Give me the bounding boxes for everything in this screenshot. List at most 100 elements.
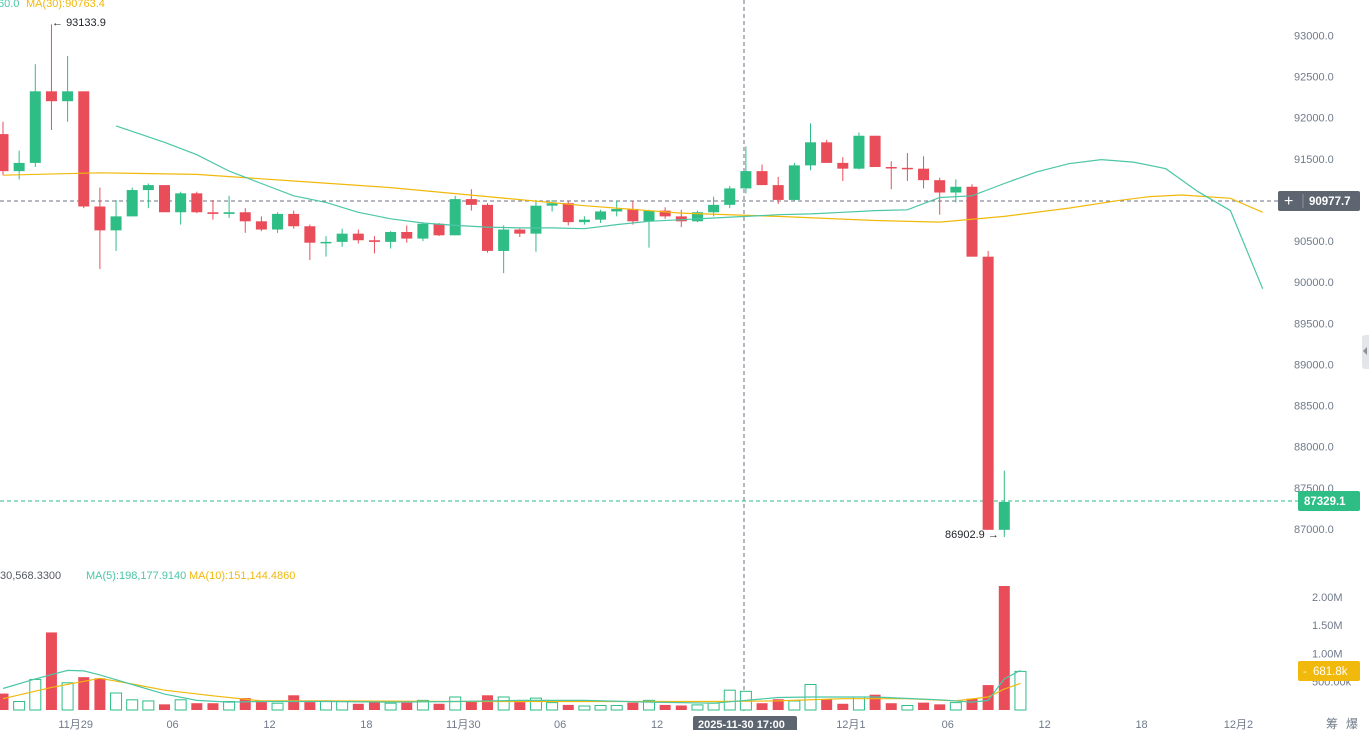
chip-distribution-button[interactable]: 筹 [1326, 717, 1338, 731]
side-panel-toggle[interactable] [1362, 335, 1369, 369]
candlestick[interactable] [433, 222, 445, 237]
time-tick-label: 12月2 [1224, 719, 1253, 730]
candlestick[interactable] [175, 191, 187, 225]
candlestick[interactable] [29, 64, 41, 168]
candlestick[interactable] [643, 209, 655, 248]
candle-body [78, 91, 90, 207]
candlestick[interactable] [853, 132, 865, 170]
candlestick[interactable] [708, 196, 720, 217]
last-price-value: 87329.1 [1304, 496, 1346, 508]
candlestick[interactable] [110, 199, 122, 251]
candlestick[interactable] [272, 212, 284, 233]
candlestick[interactable] [207, 199, 219, 220]
candlestick[interactable] [724, 185, 736, 209]
candlestick[interactable] [562, 201, 574, 226]
candlestick[interactable] [45, 24, 57, 130]
low-price-value: 86902.9 [945, 529, 985, 541]
candlestick[interactable] [62, 55, 74, 122]
candlestick[interactable] [191, 191, 203, 214]
candlestick[interactable] [514, 228, 526, 237]
candle-body [643, 210, 655, 222]
volume-bar [998, 586, 1010, 710]
candlestick[interactable] [837, 157, 849, 181]
candlestick[interactable] [94, 187, 106, 270]
candle-body [465, 199, 477, 205]
candlestick[interactable] [498, 225, 510, 274]
candlestick[interactable] [821, 139, 833, 163]
candlestick[interactable] [352, 229, 364, 244]
candle-body [821, 142, 833, 163]
candlestick[interactable] [530, 199, 542, 252]
candle-body [401, 232, 413, 239]
candlestick[interactable] [0, 121, 9, 176]
candlestick[interactable] [288, 210, 300, 229]
candlestick[interactable] [740, 146, 752, 194]
candlestick[interactable] [417, 222, 429, 242]
candlestick[interactable] [982, 250, 994, 530]
candlestick[interactable] [578, 216, 590, 225]
candlestick[interactable] [885, 161, 897, 190]
candlestick[interactable] [595, 209, 607, 223]
candle-body [659, 210, 671, 217]
candlestick[interactable] [255, 216, 267, 232]
volume-last-marker: - [1303, 666, 1307, 678]
candlestick[interactable] [659, 207, 671, 219]
candle-body [982, 256, 994, 530]
candlestick[interactable] [934, 177, 946, 215]
volume-bar [918, 702, 930, 710]
last-price-tag [1298, 491, 1360, 511]
candlestick[interactable] [126, 187, 138, 217]
candlestick[interactable] [772, 176, 784, 205]
candlestick[interactable] [304, 224, 316, 260]
candlestick[interactable] [966, 184, 978, 257]
candlestick[interactable] [627, 201, 639, 225]
candlestick[interactable] [223, 195, 235, 219]
volume-last-tag [1298, 661, 1360, 681]
candlestick[interactable] [449, 195, 461, 236]
candlestick[interactable] [546, 199, 558, 212]
candlestick[interactable] [869, 135, 881, 168]
volume-bar [433, 703, 445, 710]
time-tick-label: 06 [554, 719, 566, 730]
crosshair-plus-icon[interactable]: + [1284, 193, 1293, 210]
candlestick[interactable] [465, 189, 477, 211]
volume-bar [239, 698, 251, 710]
candle-body [94, 206, 106, 231]
candlestick[interactable] [901, 153, 913, 181]
candle-body [142, 185, 154, 191]
candlestick[interactable] [918, 156, 930, 189]
candlestick[interactable] [239, 208, 251, 233]
candlestick[interactable] [950, 179, 962, 203]
candlestick[interactable] [142, 183, 154, 209]
candlestick[interactable] [159, 185, 170, 213]
volume-bar [594, 704, 607, 711]
price-tick-label: 93000.0 [1294, 30, 1334, 42]
candlestick[interactable] [401, 225, 413, 243]
candlestick[interactable] [368, 236, 380, 254]
candlestick[interactable] [482, 203, 493, 253]
candlestick[interactable] [691, 210, 703, 223]
candle-body [191, 193, 203, 213]
candle-body [675, 216, 687, 222]
candle-body [126, 190, 138, 217]
candlestick[interactable] [336, 228, 348, 247]
candlestick[interactable] [756, 164, 768, 186]
candlestick[interactable] [320, 236, 332, 257]
candlestick[interactable] [998, 470, 1010, 537]
candlestick[interactable] [385, 231, 397, 249]
price-tick-label: 91500.0 [1294, 154, 1334, 166]
candlestick[interactable] [78, 91, 90, 209]
crosshair-time-value: 2025-11-30 17:00 [698, 719, 785, 730]
candlestick[interactable] [805, 123, 816, 171]
price-tick-label: 90500.0 [1294, 236, 1334, 248]
volume-bar [159, 704, 170, 710]
volume-ma10-line [2, 677, 1021, 703]
crosshair-price-value: 90977.7 [1309, 196, 1351, 208]
volume-tick-label: 1.50M [1312, 620, 1343, 632]
liquidation-button[interactable]: 爆 [1346, 717, 1358, 731]
volume-bar [13, 701, 26, 711]
candle-body [901, 167, 913, 170]
candlestick[interactable] [788, 162, 800, 201]
volume-bar [482, 695, 493, 710]
